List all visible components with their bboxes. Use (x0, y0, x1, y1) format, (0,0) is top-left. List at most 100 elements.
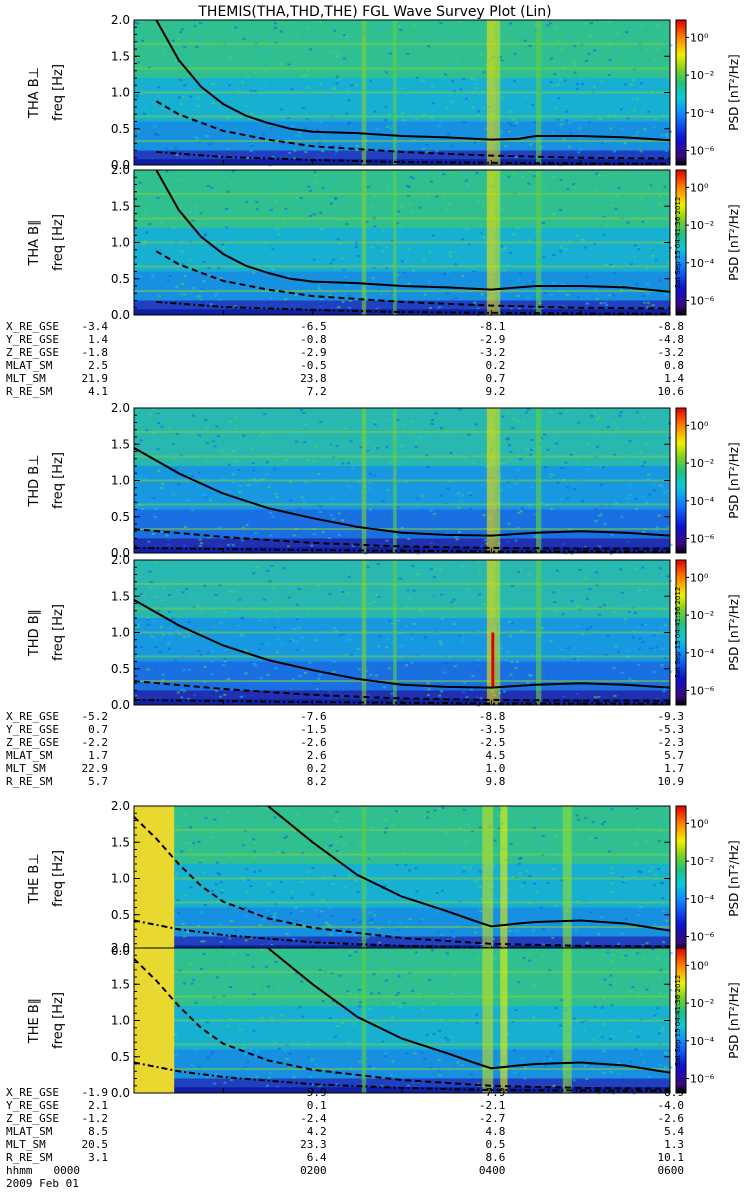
noise-pixel (631, 636, 635, 639)
noise-pixel (178, 969, 182, 972)
noise-pixel (629, 263, 633, 266)
noise-pixel (606, 894, 610, 897)
noise-pixel (654, 1016, 658, 1019)
noise-pixel (267, 1029, 271, 1032)
noise-pixel (522, 957, 526, 960)
noise-pixel (473, 301, 477, 304)
noise-pixel (222, 827, 226, 830)
noise-pixel (535, 819, 538, 822)
noise-pixel (136, 22, 140, 25)
noise-pixel (271, 124, 275, 127)
noise-pixel (376, 563, 380, 565)
noise-pixel (314, 982, 318, 985)
noise-pixel (368, 813, 372, 815)
noise-pixel (517, 862, 521, 865)
noise-pixel (328, 845, 332, 847)
noise-pixel (594, 520, 598, 523)
noise-pixel (424, 564, 428, 567)
noise-pixel (602, 1050, 606, 1053)
burst (393, 170, 397, 315)
noise-pixel (176, 37, 180, 40)
burst (536, 170, 542, 315)
noise-pixel (318, 968, 322, 971)
noise-pixel (555, 27, 559, 30)
noise-pixel (663, 1051, 667, 1054)
noise-pixel (293, 830, 297, 832)
noise-pixel (641, 531, 645, 533)
noise-pixel (245, 868, 249, 871)
noise-pixel (461, 494, 464, 497)
noise-pixel (619, 615, 623, 618)
noise-pixel (137, 129, 141, 132)
noise-pixel (583, 1065, 587, 1067)
noise-pixel (438, 967, 442, 970)
burst (562, 948, 572, 1093)
noise-pixel (391, 1036, 394, 1039)
noise-pixel (332, 176, 336, 179)
noise-pixel (541, 942, 544, 945)
noise-pixel (459, 827, 462, 829)
noise-pixel (600, 1006, 604, 1009)
noise-pixel (418, 573, 422, 576)
noise-pixel (209, 1052, 213, 1055)
noise-pixel (204, 904, 207, 907)
noise-pixel (548, 476, 552, 479)
noise-pixel (220, 449, 224, 452)
noise-pixel (162, 532, 165, 535)
noise-pixel (149, 602, 153, 604)
noise-pixel (339, 927, 343, 930)
noise-pixel (639, 1053, 643, 1056)
noise-pixel (190, 976, 194, 978)
noise-pixel (482, 603, 486, 606)
noise-pixel (291, 638, 295, 641)
noise-pixel (638, 647, 641, 650)
noise-pixel (507, 130, 511, 133)
timestamp-stamp: Sat Sep 15 04:41:36 2012 (674, 975, 682, 1067)
harmonic-line (134, 607, 670, 610)
noise-pixel (600, 1036, 604, 1039)
ephemeris-table: X_RE_GSE -3.4 -6.5 -8.1 -8.8Y_RE_GSE 1.4 -0.8-… (6, 320, 684, 398)
noise-pixel (514, 667, 518, 670)
colorbar-tick-label: 10⁻² (690, 997, 714, 1010)
noise-pixel (422, 113, 426, 116)
noise-pixel (385, 419, 388, 422)
noise-pixel (602, 233, 606, 236)
noise-pixel (348, 300, 352, 302)
noise-pixel (171, 667, 175, 670)
noise-pixel (275, 651, 279, 654)
harmonic-line (134, 42, 670, 45)
noise-pixel (253, 662, 256, 665)
noise-pixel (532, 175, 536, 178)
noise-pixel (142, 112, 146, 115)
noise-pixel (423, 1047, 427, 1050)
noise-pixel (637, 663, 640, 666)
noise-pixel (517, 981, 520, 984)
noise-pixel (377, 245, 381, 248)
noise-pixel (550, 816, 554, 819)
noise-pixel (264, 965, 268, 968)
noise-pixel (445, 107, 449, 110)
noise-pixel (587, 52, 591, 55)
noise-pixel (264, 85, 268, 88)
noise-pixel (198, 544, 202, 547)
noise-pixel (270, 565, 274, 567)
noise-pixel (301, 852, 305, 855)
noise-pixel (517, 454, 521, 457)
noise-pixel (356, 891, 360, 894)
noise-pixel (311, 893, 315, 896)
noise-pixel (179, 986, 183, 989)
noise-pixel (661, 647, 665, 650)
noise-pixel (619, 411, 623, 414)
noise-pixel (219, 222, 223, 225)
noise-pixel (547, 975, 551, 978)
harmonic-line (134, 1019, 670, 1022)
noise-pixel (530, 438, 534, 441)
noise-pixel (669, 1066, 673, 1069)
noise-pixel (226, 234, 230, 237)
noise-pixel (505, 412, 509, 414)
noise-pixel (657, 24, 660, 27)
noise-pixel (305, 606, 308, 609)
noise-pixel (255, 426, 258, 429)
noise-pixel (243, 1053, 247, 1056)
